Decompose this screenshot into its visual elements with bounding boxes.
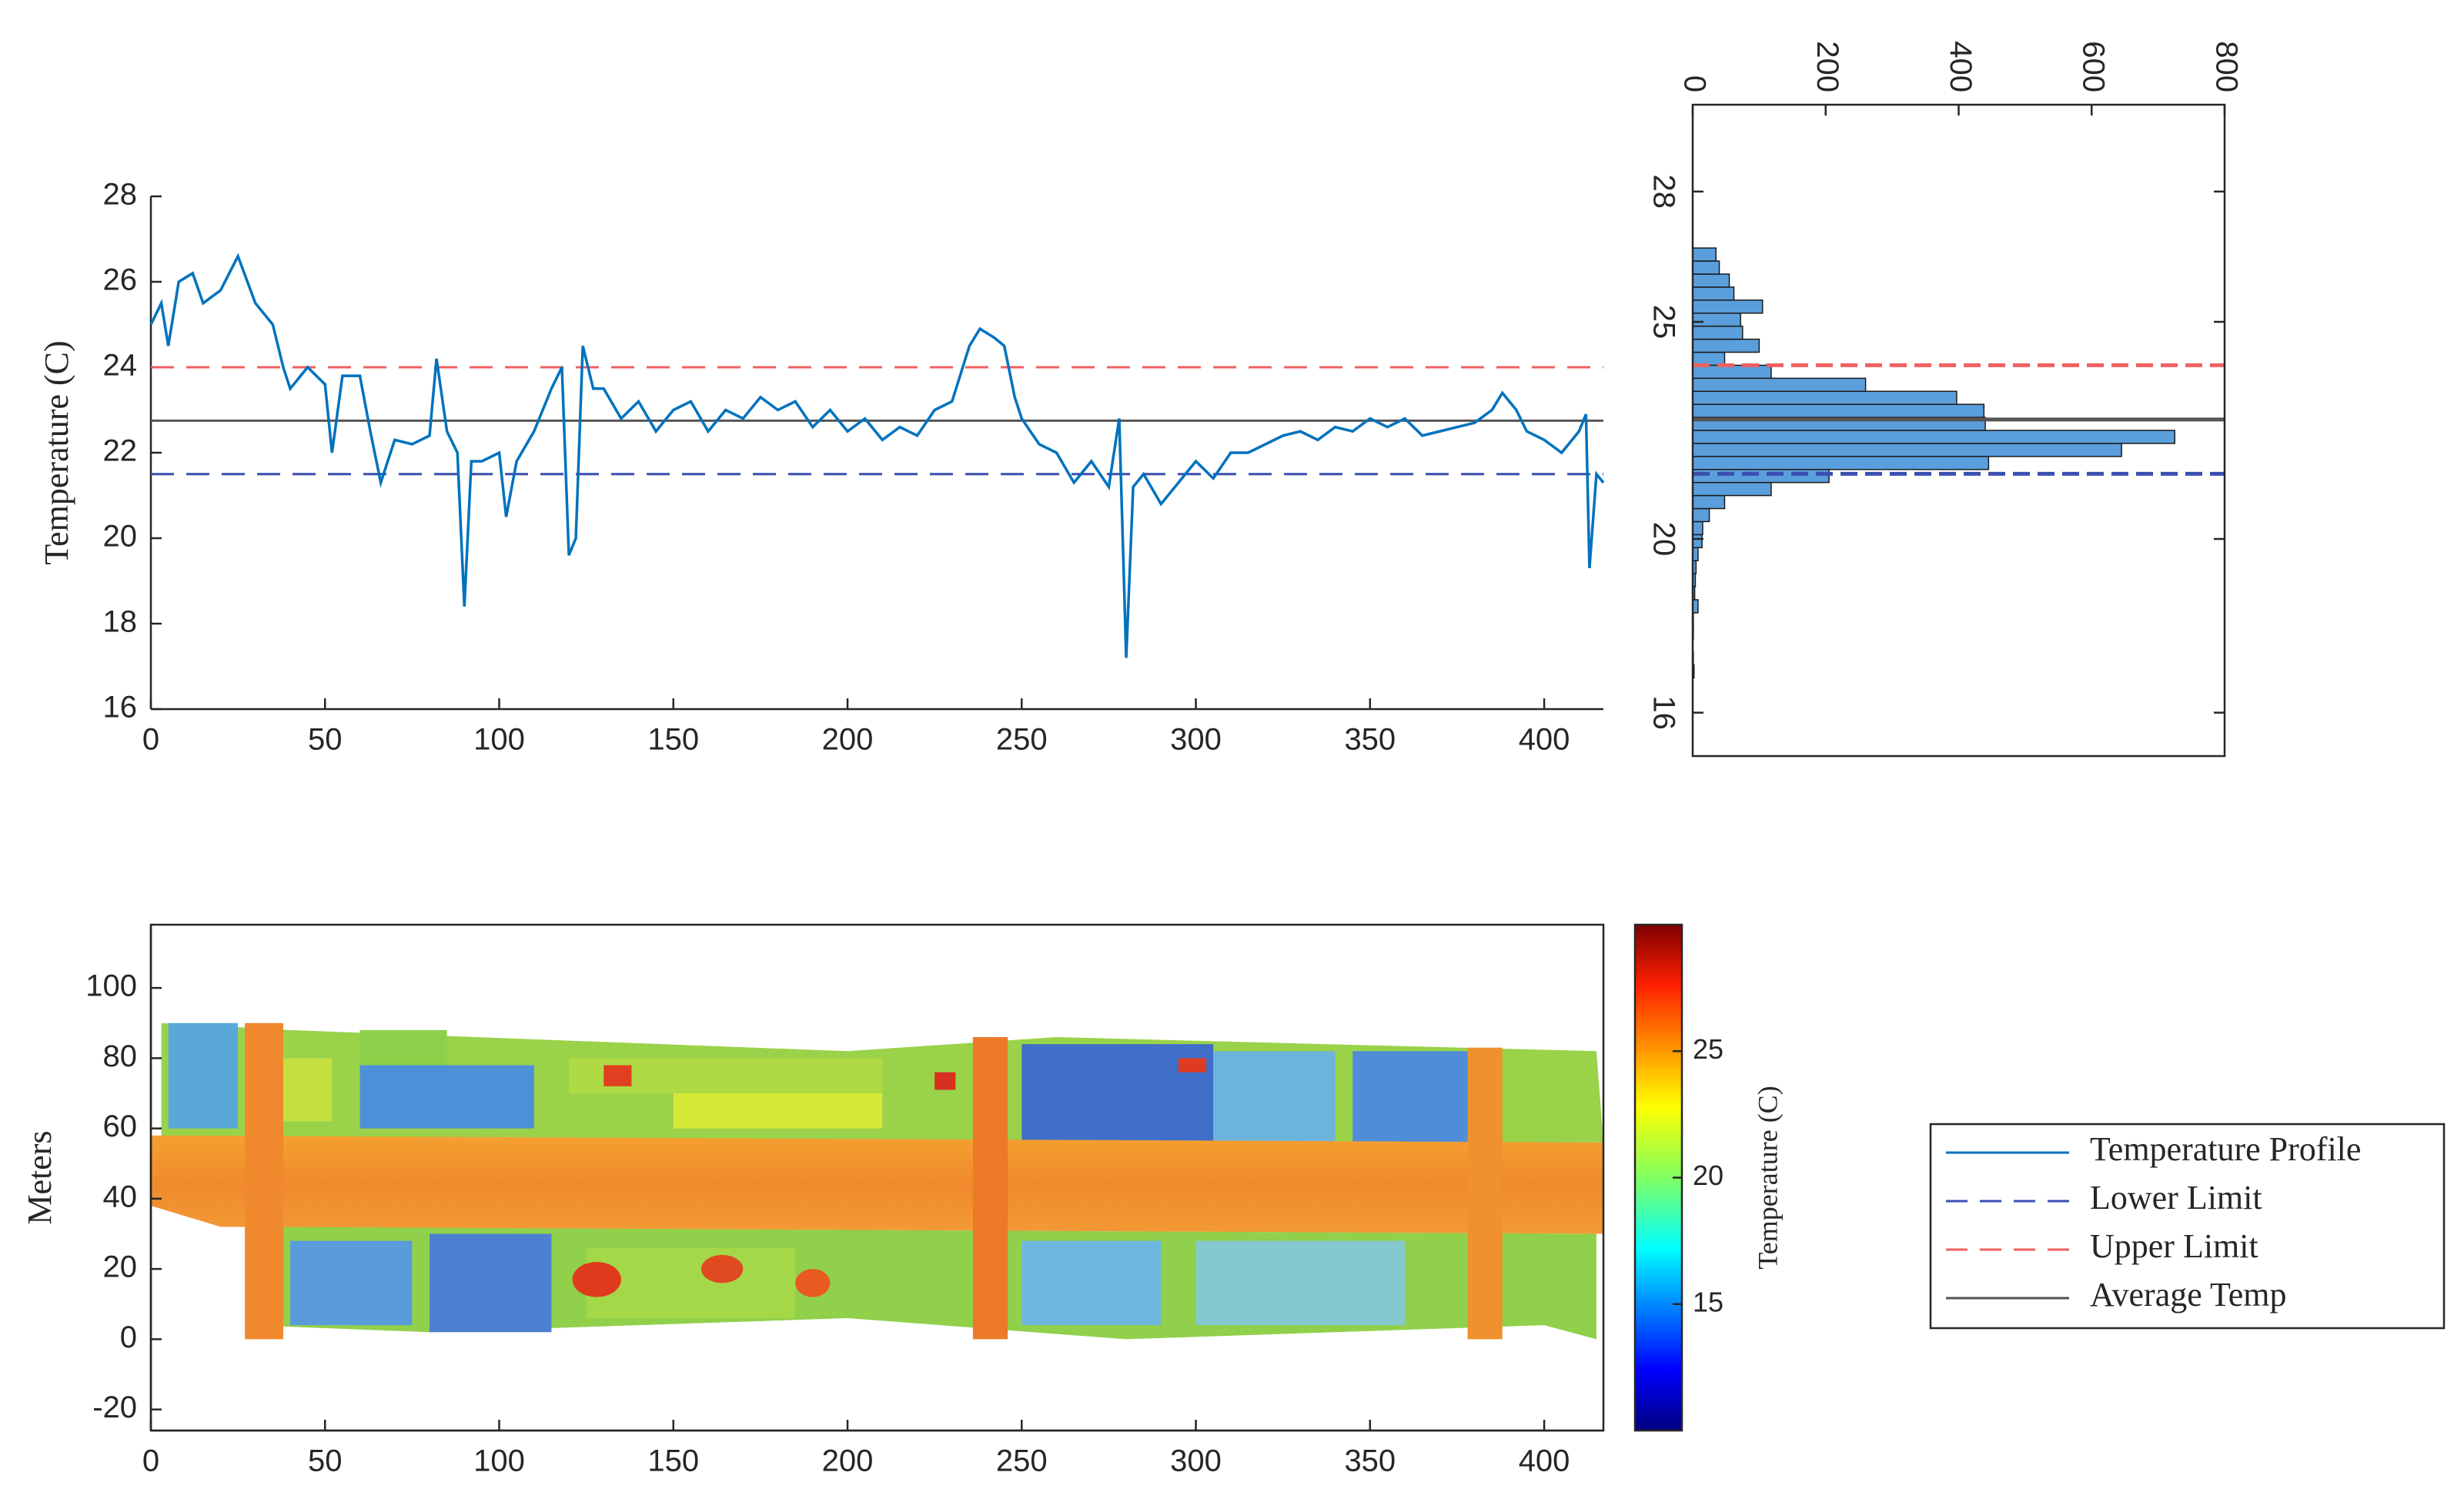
temperature-tick-label: 28 — [1647, 175, 1680, 209]
y-tick-label: 24 — [103, 349, 138, 383]
y-tick-label: 22 — [103, 434, 138, 468]
histogram-bar — [1692, 520, 1703, 536]
y-tick-label: 18 — [103, 605, 138, 639]
x-tick-label: 100 — [473, 723, 525, 757]
colorbar-label: Temperature (C) — [1752, 1086, 1783, 1269]
legend — [1929, 1123, 2446, 1330]
x-tick-label: 0 — [142, 723, 159, 757]
x-tick-label: 300 — [1170, 723, 1222, 757]
temperature-tick-label: 25 — [1647, 305, 1680, 340]
histogram-bar — [1692, 260, 1720, 275]
count-tick-label: 400 — [1944, 41, 1978, 92]
colorbar-tick-label: 15 — [1693, 1286, 1723, 1317]
x-tick-label: 50 — [308, 1444, 343, 1478]
histogram-bar — [1692, 443, 2122, 457]
x-tick-label: 300 — [1170, 1444, 1222, 1478]
x-tick-label: 150 — [647, 723, 699, 757]
histogram-bar — [1692, 273, 1730, 288]
x-tick-label: 350 — [1344, 1444, 1396, 1478]
histogram-bar — [1692, 351, 1726, 366]
y-tick-label: 28 — [103, 178, 138, 212]
x-tick-label: 400 — [1519, 1444, 1570, 1478]
histogram-bar — [1692, 286, 1735, 301]
y-tick-label: 16 — [103, 691, 138, 725]
histogram-bar — [1692, 377, 1867, 392]
histogram-bar — [1692, 507, 1710, 523]
x-tick-label: 100 — [473, 1444, 525, 1478]
y-tick-label: 20 — [103, 520, 138, 554]
count-tick-label: 800 — [2209, 41, 2243, 92]
count-tick-label: 600 — [2077, 41, 2111, 92]
histogram-bar — [1692, 469, 1830, 484]
histogram-bar — [1692, 312, 1741, 327]
y-tick-label: 80 — [103, 1039, 138, 1073]
temperature-tick-label: 16 — [1647, 695, 1680, 730]
temperature-tick-label: 20 — [1647, 522, 1680, 557]
y-tick-label: 26 — [103, 263, 138, 297]
histogram-bar — [1692, 494, 1726, 510]
y-tick-label: 60 — [103, 1109, 138, 1143]
x-tick-label: 250 — [996, 1444, 1048, 1478]
legend-label: Lower Limit — [2090, 1179, 2262, 1217]
legend-label: Temperature Profile — [2090, 1130, 2361, 1168]
temperature-line — [149, 253, 1605, 658]
histogram-bar — [1692, 300, 1764, 314]
y-axis-label: Temperature (C) — [38, 340, 75, 564]
y-axis-label: Meters — [21, 1130, 59, 1224]
histogram-bar — [1692, 403, 1985, 418]
histogram-bar — [1692, 430, 2175, 444]
x-tick-label: 150 — [647, 1444, 699, 1478]
x-tick-label: 0 — [142, 1444, 159, 1478]
histogram-bar — [1692, 247, 1717, 262]
x-tick-label: 400 — [1519, 723, 1570, 757]
y-tick-label: -20 — [92, 1391, 137, 1424]
histogram-bar — [1692, 338, 1760, 353]
x-tick-label: 350 — [1344, 723, 1396, 757]
histogram-bar — [1692, 390, 1957, 405]
thermal-map — [151, 1022, 1603, 1340]
histogram-bar — [1692, 534, 1703, 549]
y-tick-label: 20 — [103, 1250, 138, 1284]
colorbar-tick-label: 25 — [1693, 1033, 1723, 1065]
count-tick-label: 0 — [1677, 75, 1711, 92]
legend-label: Average Temp — [2090, 1276, 2287, 1314]
y-tick-label: 0 — [120, 1320, 137, 1354]
y-tick-label: 100 — [85, 969, 137, 1003]
histogram-bar — [1692, 364, 1772, 380]
histogram-bar — [1692, 481, 1772, 497]
legend-label: Upper Limit — [2090, 1227, 2258, 1265]
x-tick-label: 200 — [822, 723, 874, 757]
y-tick-label: 40 — [103, 1180, 138, 1213]
count-tick-label: 200 — [1810, 41, 1844, 92]
histogram-bar — [1692, 456, 1990, 470]
x-tick-label: 250 — [996, 723, 1048, 757]
colorbar-tick-label: 20 — [1693, 1160, 1723, 1191]
x-tick-label: 200 — [822, 1444, 874, 1478]
histogram-bar — [1692, 325, 1744, 340]
x-tick-label: 50 — [308, 723, 343, 757]
axes-frame — [149, 923, 1605, 1432]
